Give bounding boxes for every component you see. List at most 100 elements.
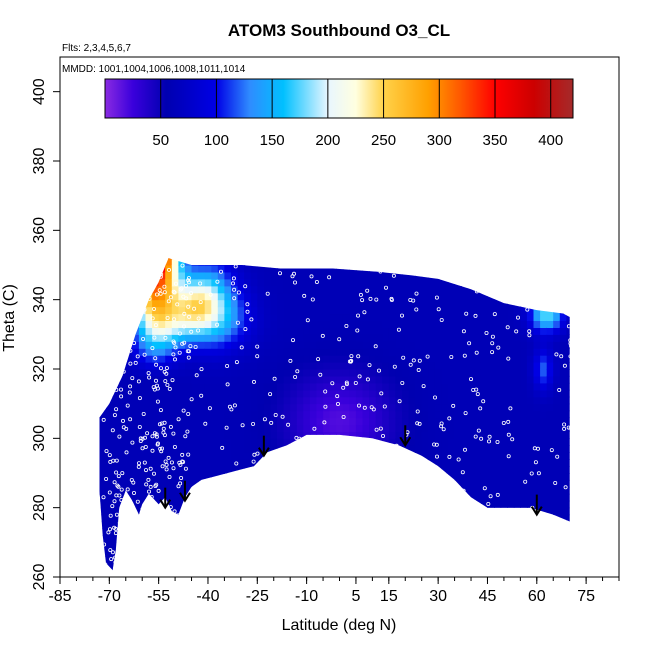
field-cell	[316, 535, 324, 543]
field-cell	[224, 500, 232, 509]
field-cell	[500, 271, 508, 280]
field-cell	[250, 313, 258, 321]
field-cell	[99, 306, 101, 315]
observation-point	[148, 265, 153, 270]
field-cell	[388, 438, 396, 446]
field-cell	[526, 528, 535, 536]
field-cell	[408, 327, 416, 335]
observation-point	[132, 309, 137, 314]
field-cell	[119, 445, 127, 453]
field-cell	[454, 466, 462, 474]
field-cell	[461, 500, 469, 509]
field-cell	[408, 479, 416, 488]
field-cell	[178, 549, 186, 557]
field-cell	[283, 556, 291, 564]
field-cell	[402, 570, 409, 578]
field-cell	[283, 459, 291, 467]
observation-point	[367, 479, 372, 484]
field-cell	[99, 258, 107, 259]
field-cell	[448, 258, 456, 259]
field-cell	[303, 493, 311, 502]
observation-point	[128, 361, 133, 366]
field-cell	[559, 473, 567, 481]
field-cell	[217, 306, 225, 315]
field-cell	[415, 362, 423, 370]
field-cell	[500, 507, 508, 516]
field-cell	[526, 431, 535, 439]
field-cell	[329, 278, 337, 287]
field-cell	[138, 382, 147, 391]
field-cell	[283, 285, 291, 294]
field-cell	[546, 542, 554, 550]
field-cell	[441, 375, 449, 384]
field-cell	[480, 375, 489, 384]
field-cell	[566, 514, 570, 523]
field-cell	[316, 285, 324, 294]
field-cell	[185, 473, 193, 481]
field-cell	[211, 341, 219, 349]
observation-point	[104, 476, 109, 481]
field-cell	[217, 362, 225, 370]
observation-point	[137, 396, 142, 401]
observation-point	[268, 392, 273, 397]
observation-point	[478, 270, 483, 275]
field-cell	[546, 258, 554, 266]
field-cell	[145, 486, 153, 495]
field-cell	[533, 382, 541, 391]
field-cell	[395, 466, 403, 474]
field-cell	[448, 424, 456, 432]
field-cell	[566, 299, 570, 308]
observation-point	[166, 299, 171, 304]
field-cell	[461, 341, 469, 349]
field-cell	[349, 265, 357, 273]
field-cell	[204, 410, 212, 419]
field-cell	[540, 265, 548, 273]
field-cell	[244, 362, 252, 370]
field-cell	[349, 271, 357, 280]
field-cell	[342, 389, 350, 398]
field-cell	[375, 382, 383, 391]
field-cell	[250, 473, 258, 481]
observation-point	[229, 407, 234, 412]
field-cell	[408, 285, 416, 294]
field-cell	[415, 375, 423, 384]
field-cell	[467, 375, 475, 384]
field-cell	[145, 563, 153, 571]
field-cell	[309, 500, 318, 509]
field-cell	[178, 375, 186, 384]
field-cell	[270, 375, 278, 384]
field-cell	[185, 549, 193, 557]
field-cell	[408, 306, 416, 315]
field-cell	[487, 535, 495, 543]
field-cell	[520, 341, 528, 349]
observation-point	[117, 530, 122, 535]
field-cell	[448, 438, 456, 446]
field-cell	[566, 258, 570, 259]
field-cell	[106, 438, 114, 446]
field-cell	[152, 258, 160, 266]
observation-point	[166, 553, 171, 558]
field-cell	[382, 389, 390, 398]
field-cell	[323, 507, 331, 516]
observation-point	[186, 278, 191, 283]
field-cell	[165, 369, 173, 377]
field-cell	[573, 327, 580, 335]
observation-point	[427, 479, 432, 484]
observation-point	[108, 513, 113, 518]
field-cell	[480, 473, 489, 481]
field-cell	[303, 299, 311, 308]
field-cell	[448, 542, 456, 550]
field-cell	[119, 500, 127, 509]
field-cell	[533, 403, 541, 412]
field-cell	[573, 376, 580, 384]
field-cell	[382, 348, 390, 356]
field-cell	[559, 431, 567, 439]
field-cell	[559, 265, 567, 273]
field-cell	[540, 403, 548, 412]
field-cell	[448, 473, 456, 481]
field-cell	[388, 375, 396, 384]
field-cell	[507, 431, 515, 439]
observation-point	[383, 532, 388, 537]
field-cell	[329, 542, 337, 550]
field-cell	[513, 500, 521, 509]
